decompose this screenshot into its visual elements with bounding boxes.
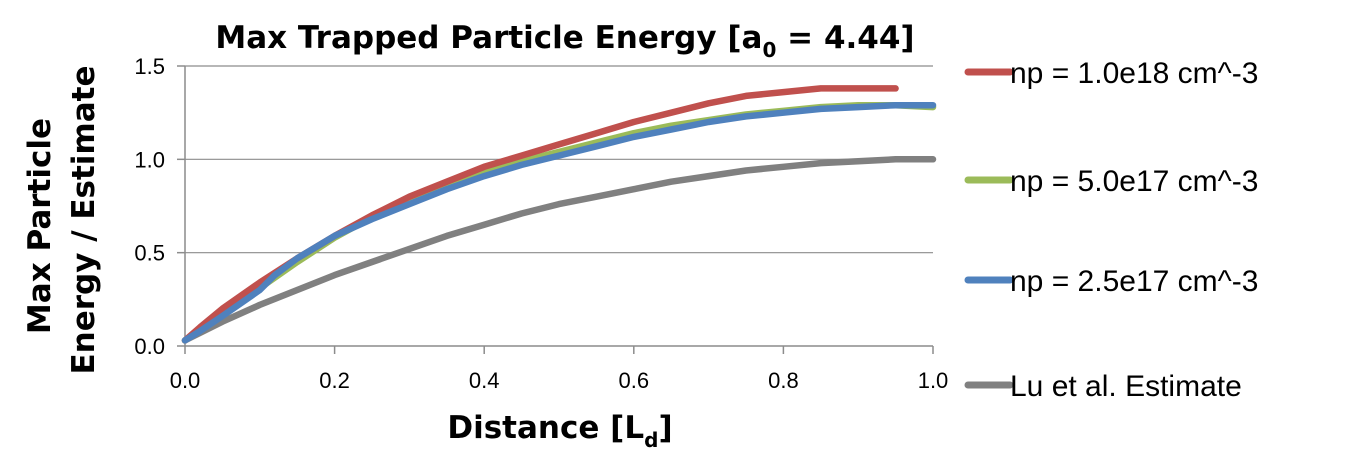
y-axis-title-line-2: Energy / Estimate (66, 65, 102, 374)
x-axis-title: Distance [Ld] (447, 410, 672, 451)
axes (184, 66, 933, 347)
y-tick-label: 0.0 (134, 334, 165, 359)
series-lines (181, 85, 937, 344)
legend-label: Lu et al. Estimate (1010, 370, 1242, 403)
legend-label: np = 5.0e17 cm^-3 (1010, 165, 1258, 198)
y-tick-labels: 0.0 0.5 1.0 1.5 (134, 54, 165, 359)
x-tick-label: 0.6 (619, 368, 650, 393)
x-tick-label: 1.0 (918, 368, 949, 393)
y-axis-title-line-1: Max Particle (22, 118, 58, 334)
x-tick-label: 0.4 (469, 368, 500, 393)
y-tick-label: 1.0 (134, 147, 165, 172)
x-tick-labels: 0.0 0.2 0.4 0.6 0.8 1.0 (170, 346, 949, 393)
series-line-3 (181, 101, 937, 344)
legend-label: np = 2.5e17 cm^-3 (1010, 265, 1258, 298)
x-tick-label: 0.2 (319, 368, 350, 393)
series-line-2 (181, 101, 937, 344)
x-tick-label: 0.0 (170, 368, 201, 393)
x-tick-label: 0.8 (768, 368, 799, 393)
legend: np = 1.0e18 cm^-3 np = 5.0e17 cm^-3 np = 2… (964, 57, 1258, 403)
series-line-4 (181, 156, 937, 344)
y-tick-label: 1.5 (134, 54, 165, 79)
legend-label: np = 1.0e18 cm^-3 (1010, 57, 1258, 90)
y-tick-label: 0.5 (134, 241, 165, 266)
series-line-1 (181, 85, 899, 344)
chart-title: Max Trapped Particle Energy [a0 = 4.44] (215, 20, 914, 62)
